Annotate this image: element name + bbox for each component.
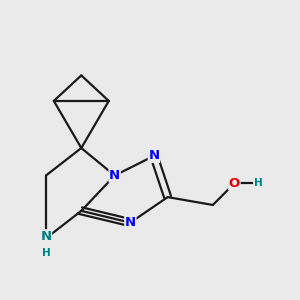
Text: H: H xyxy=(42,248,50,258)
Text: O: O xyxy=(229,177,240,190)
Text: N: N xyxy=(40,230,52,243)
Text: N: N xyxy=(109,169,120,182)
Text: H: H xyxy=(254,178,262,188)
Text: N: N xyxy=(148,149,160,162)
Text: N: N xyxy=(125,216,136,229)
